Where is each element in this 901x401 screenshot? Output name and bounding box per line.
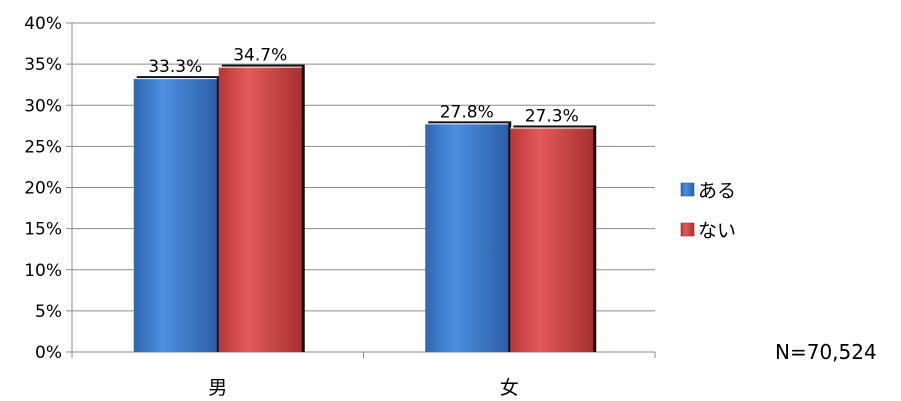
y-tick-label: 20% bbox=[24, 179, 62, 199]
y-tick-label: 5% bbox=[35, 302, 62, 322]
labels: 0% 5% 10% 15% 20% 25% 30% 35% 40% 33.3% 34.7% 男 27.8… bbox=[24, 14, 579, 399]
y-tick-label: 40% bbox=[24, 14, 62, 34]
y-tick-label: 25% bbox=[24, 137, 62, 157]
bar bbox=[510, 127, 594, 353]
y-tick-label: 35% bbox=[24, 55, 62, 75]
bar bbox=[133, 78, 217, 353]
legend-swatch-nai bbox=[680, 222, 695, 237]
bar bbox=[218, 66, 302, 352]
data-label: 34.7% bbox=[233, 46, 287, 66]
x-category-label: 男 bbox=[208, 377, 227, 399]
legend: ある ない bbox=[680, 180, 736, 242]
legend-label-nai: ない bbox=[698, 220, 736, 242]
legend-label-aru: ある bbox=[698, 180, 736, 202]
y-tick-label: 10% bbox=[24, 261, 62, 281]
bar bbox=[425, 123, 509, 352]
x-category-label: 女 bbox=[500, 377, 519, 399]
y-tick-label: 15% bbox=[24, 220, 62, 240]
legend-swatch-aru bbox=[680, 182, 695, 197]
y-tick-label: 0% bbox=[35, 343, 62, 363]
y-tick-label: 30% bbox=[24, 96, 62, 116]
bars bbox=[133, 64, 597, 353]
data-label: 27.3% bbox=[525, 106, 579, 126]
data-label: 27.8% bbox=[440, 102, 494, 122]
sample-size-note: N=70,524 bbox=[775, 340, 877, 364]
data-label: 33.3% bbox=[148, 57, 202, 77]
